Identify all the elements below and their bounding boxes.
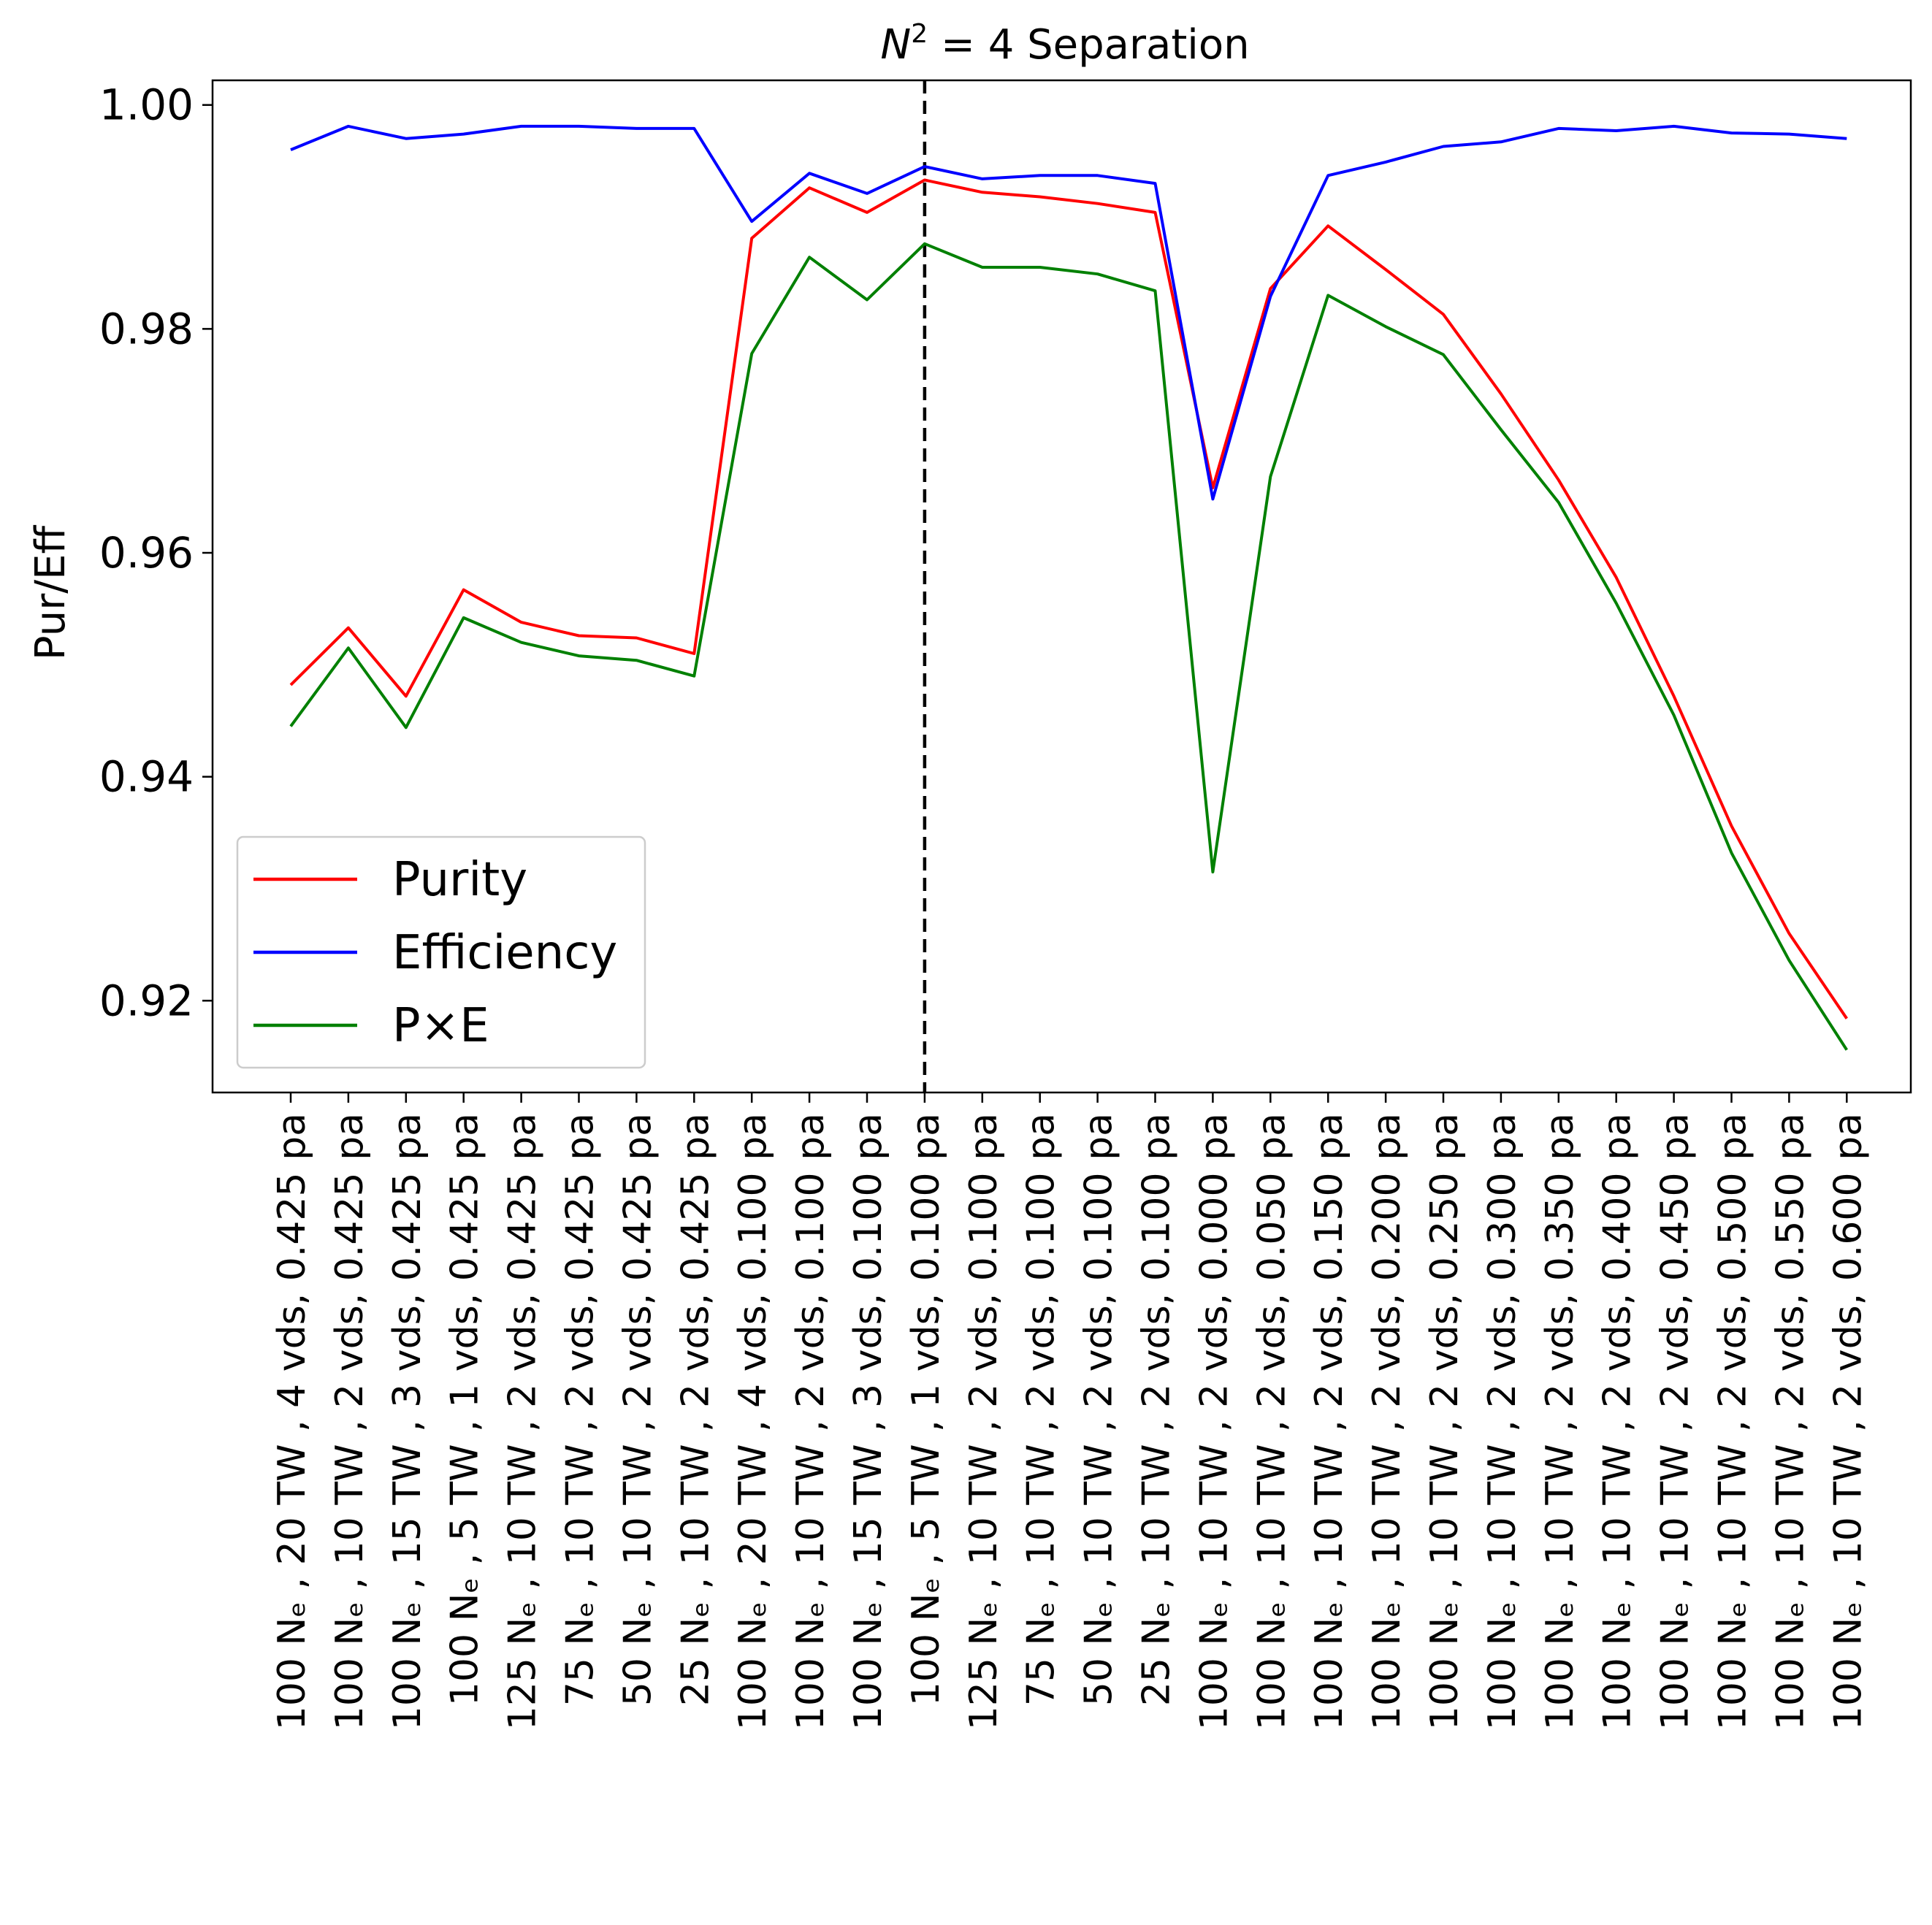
x-axis-ticks: 100 Nₑ , 20 TW , 4 vds, 0.425 pa 100 Nₑ ,… [270,1092,1870,1730]
legend-box [236,835,646,1069]
x-tick-label: 100 Nₑ , 10 TW , 2 vds, 0.050 pa [1250,1113,1294,1730]
legend-label: Purity [392,853,527,907]
legend: Purity Efficiency P×E [236,835,646,1069]
legend-label: Efficiency [392,926,617,980]
x-tick-label: 100 Nₑ , 20 TW , 4 vds, 0.425 pa [270,1113,314,1730]
series-line-efficiency [290,124,1847,501]
x-tick-label: 25 Nₑ , 10 TW , 2 vds, 0.425 pa [673,1113,717,1706]
x-tick-label: 100 Nₑ , 5 TW , 1 vds, 0.100 pa [904,1113,948,1706]
title-rest: = 4 Separation [928,21,1249,69]
y-tick-label: 0.92 [99,976,194,1025]
x-tick-label: 100 Nₑ , 10 TW , 2 vds, 0.550 pa [1768,1113,1812,1730]
x-tick-label: 100 Nₑ , 10 TW , 2 vds, 0.450 pa [1654,1113,1698,1730]
legend-label: P×E [392,999,489,1053]
title-exponent: 2 [911,19,928,49]
x-tick-label: 100 Nₑ , 10 TW , 2 vds, 0.150 pa [1307,1113,1351,1730]
x-tick-label: 100 Nₑ , 15 TW , 3 vds, 0.425 pa [386,1113,429,1730]
x-tick-label: 50 Nₑ , 10 TW , 2 vds, 0.100 pa [1077,1113,1121,1706]
x-tick-label: 100 Nₑ , 10 TW , 2 vds, 0.400 pa [1596,1113,1640,1730]
x-tick-label: 125 Nₑ , 10 TW , 2 vds, 0.100 pa [962,1113,1006,1730]
x-tick-label: 100 Nₑ , 20 TW , 4 vds, 0.100 pa [731,1113,775,1730]
y-axis-label: Pur/Eff [27,525,75,661]
x-tick-label: 100 Nₑ , 10 TW , 2 vds, 0.600 pa [1826,1113,1870,1730]
x-tick-label: 75 Nₑ , 10 TW , 2 vds, 0.425 pa [559,1113,603,1706]
x-tick-label: 125 Nₑ , 10 TW , 2 vds, 0.425 pa [501,1113,545,1730]
y-tick-label: 0.98 [99,304,194,353]
x-tick-label: 100 Nₑ , 10 TW , 2 vds, 0.500 pa [1711,1113,1755,1730]
x-tick-label: 100 Nₑ , 5 TW , 1 vds, 0.425 pa [443,1113,487,1706]
x-tick-label: 100 Nₑ , 10 TW , 2 vds, 0.350 pa [1538,1113,1582,1730]
x-tick-label: 100 Nₑ , 10 TW , 2 vds, 0.200 pa [1365,1113,1409,1730]
x-tick-label: 100 Nₑ , 10 TW , 2 vds, 0.250 pa [1423,1113,1467,1730]
x-tick-label: 75 Nₑ , 10 TW , 2 vds, 0.100 pa [1020,1113,1064,1706]
chart-title: N2 = 4 Separation [880,19,1249,69]
title-symbol: N [880,21,911,69]
x-tick-label: 25 Nₑ , 10 TW , 2 vds, 0.100 pa [1135,1113,1179,1706]
chart-title-text: N2 = 4 Separation [880,19,1249,69]
y-tick-label: 0.96 [99,528,194,578]
x-tick-label: 100 Nₑ , 10 TW , 2 vds, 0.100 pa [789,1113,833,1730]
y-axis-ticks: 0.92 0.94 0.96 0.98 1.00 [99,80,213,1025]
x-tick-label: 100 Nₑ , 10 TW , 2 vds, 0.300 pa [1481,1113,1524,1730]
x-tick-label: 100 Nₑ , 10 TW , 2 vds, 0.000 pa [1192,1113,1236,1730]
series-line-purity [289,178,1848,1019]
x-tick-label: 50 Nₑ , 10 TW , 2 vds, 0.425 pa [616,1113,660,1706]
series-line-p-e [289,242,1848,1051]
x-tick-label: 100 Nₑ , 15 TW , 3 vds, 0.100 pa [847,1113,890,1730]
y-tick-label: 0.94 [99,752,194,802]
y-tick-label: 1.00 [99,80,194,130]
x-tick-label: 100 Nₑ , 10 TW , 2 vds, 0.425 pa [328,1113,372,1730]
